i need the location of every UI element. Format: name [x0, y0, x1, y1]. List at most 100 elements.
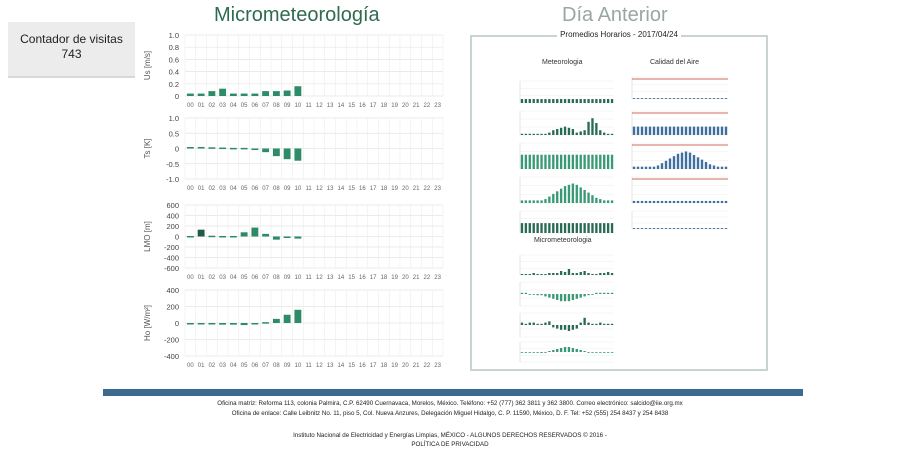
visit-counter-value: 743	[61, 47, 82, 61]
x-tick-label: 10	[295, 363, 302, 369]
x-tick-label: 04	[230, 186, 237, 192]
y-axis-label: Ho [W/m²]	[143, 305, 152, 341]
thumb-chart-meteo-2	[519, 110, 614, 136]
y-tick-label: -400	[164, 254, 179, 263]
visit-counter: Contador de visitas 743	[8, 22, 135, 78]
y-tick-label: 400	[166, 286, 179, 295]
x-tick-label: 08	[273, 275, 280, 281]
bar-08	[272, 91, 280, 96]
bar-02	[208, 91, 216, 96]
x-tick-label: 03	[219, 186, 226, 192]
previous-day-heading: Día Anterior	[562, 4, 668, 26]
x-tick-label: 09	[284, 186, 291, 192]
bar-10	[294, 236, 302, 239]
y-tick-label: 0.6	[169, 55, 179, 64]
bar-07	[262, 91, 270, 96]
bar-05	[240, 323, 248, 326]
x-tick-label: 19	[391, 186, 398, 192]
x-tick-label: 20	[402, 275, 409, 281]
y-tick-label: 0.4	[169, 68, 179, 77]
y-axis-label: LMO [m]	[143, 221, 152, 252]
x-tick-label: 23	[434, 363, 441, 369]
bar-05	[240, 147, 248, 150]
bar-01	[197, 323, 205, 325]
x-tick-label: 10	[295, 275, 302, 281]
x-tick-label: 23	[434, 275, 441, 281]
x-tick-label: 19	[391, 275, 398, 281]
y-tick-label: 600	[166, 201, 179, 210]
y-axis-label: Us [m/s]	[143, 51, 152, 80]
thumbnail-charts	[519, 76, 728, 363]
bar-04	[229, 93, 237, 96]
x-tick-label: 02	[209, 363, 216, 369]
x-tick-label: 11	[306, 275, 313, 281]
x-tick-label: 12	[316, 275, 323, 281]
x-tick-label: 14	[338, 186, 345, 192]
visit-counter-label: Contador de visitas	[20, 32, 123, 46]
footer-address-office: Oficina de enlace: Calle Leibnitz No. 11…	[231, 410, 669, 417]
x-tick-label: 05	[241, 363, 248, 369]
bar-09	[283, 236, 291, 238]
lmo-chart: LMO [m] 600 400 200 0 -200 -400 -600 00 01 02 03 04 0…	[140, 200, 450, 282]
y-tick-label: -0.5	[166, 160, 179, 169]
x-tick-label: 08	[273, 186, 280, 192]
thumb-chart-meteo-4	[519, 176, 614, 204]
thumb-chart-meteo-1	[519, 80, 614, 104]
x-tick-label: 17	[370, 275, 377, 281]
x-tick-label: 16	[359, 186, 366, 192]
y-tick-label: 200	[166, 303, 179, 312]
bar-04	[229, 147, 237, 150]
x-tick-label: 21	[413, 186, 420, 192]
x-tick-label: 05	[241, 186, 248, 192]
y-tick-label: 0.2	[169, 80, 179, 89]
x-tick-label: 03	[219, 103, 226, 109]
bar-07	[262, 233, 270, 237]
y-tick-label: 0.5	[169, 129, 179, 138]
x-tick-label: 14	[338, 363, 345, 369]
x-tick-label: 23	[434, 103, 441, 109]
y-tick-label: -600	[164, 264, 179, 273]
x-tick-label: 07	[262, 363, 269, 369]
x-tick-label: 04	[230, 363, 237, 369]
x-tick-label: 20	[402, 186, 409, 192]
x-tick-label: 07	[262, 275, 269, 281]
x-tick-label: 00	[187, 186, 194, 192]
bar-00	[186, 235, 194, 238]
x-tick-label: 18	[381, 103, 388, 109]
thumb-chart-micro-1	[519, 254, 614, 276]
thumb-chart-micro-2	[519, 281, 614, 307]
footer-address-main: Oficina matriz: Reforma 113, colonia Pal…	[217, 400, 683, 407]
x-tick-label: 17	[370, 103, 377, 109]
x-tick-label: 01	[198, 275, 205, 281]
bar-04	[229, 235, 237, 238]
x-tick-label: 14	[338, 275, 345, 281]
y-tick-label: -200	[164, 336, 179, 345]
bar-00	[186, 93, 194, 96]
bar-02	[208, 147, 216, 149]
footer-privacy-link[interactable]: POLÍTICA DE PRIVACIDAD	[411, 441, 489, 448]
x-tick-label: 17	[370, 186, 377, 192]
x-tick-label: 22	[424, 363, 431, 369]
x-tick-label: 02	[209, 186, 216, 192]
x-tick-label: 16	[359, 275, 366, 281]
bar-10	[294, 86, 302, 96]
thumbnail-title: Promedios Horarios - 2017/04/24	[557, 30, 681, 39]
footer-copyright: Instituto Nacional de Electricidad y Ene…	[293, 432, 607, 439]
x-tick-label: 11	[306, 103, 313, 109]
y-tick-label: 0.8	[169, 43, 179, 52]
x-tick-label: 20	[402, 363, 409, 369]
x-tick-label: 00	[187, 363, 194, 369]
bar-10	[294, 309, 302, 323]
x-tick-label: 21	[413, 363, 420, 369]
x-tick-label: 08	[273, 103, 280, 109]
x-tick-label: 10	[295, 103, 302, 109]
x-tick-label: 15	[348, 186, 355, 192]
bar-01	[197, 229, 205, 237]
previous-day-thumbnail[interactable]: Promedios Horarios - 2017/04/24 Meteorol…	[470, 30, 768, 371]
bar-08	[272, 236, 280, 240]
x-tick-label: 18	[381, 363, 388, 369]
us-chart: Us [m/s] 1.0 0.8 0.6 0.4 0.2 0 00 01 02 03 04 05 06 07…	[140, 30, 450, 110]
bar-04	[229, 323, 237, 325]
x-tick-label: 12	[316, 103, 323, 109]
x-tick-label: 00	[187, 103, 194, 109]
